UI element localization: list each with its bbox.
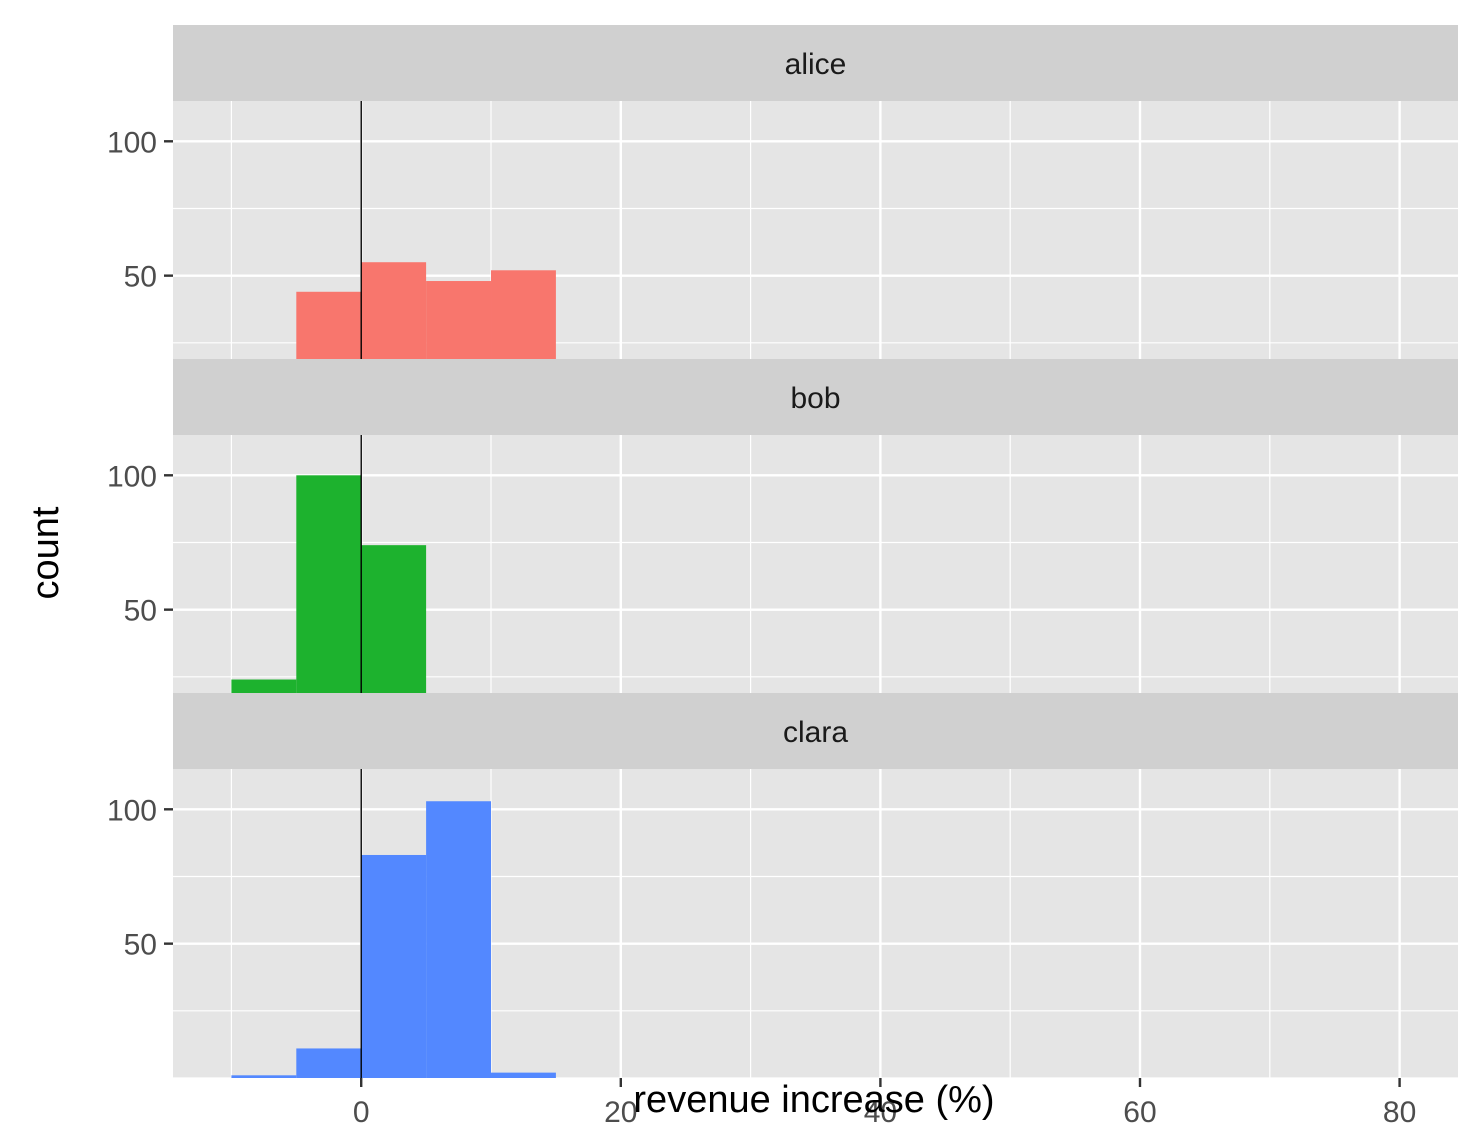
facet-panel-bob: bob 50 100 <box>107 359 1458 745</box>
y-tick-label: 50 <box>124 929 157 962</box>
y-tick-label: 50 <box>124 595 157 628</box>
facet-strip-label: alice <box>785 48 847 81</box>
histogram-bar <box>491 1072 556 1078</box>
histogram-bar <box>426 801 492 1078</box>
x-tick-label: 0 <box>353 1096 370 1129</box>
x-axis-title: revenue increase (%) <box>633 1079 994 1121</box>
x-axis: 0 20 40 60 80 <box>353 1078 1416 1129</box>
facet-panel-alice: alice 50 100 <box>107 25 1458 411</box>
y-tick-label: 100 <box>107 794 157 827</box>
facet-strip-label: bob <box>790 382 840 415</box>
facet-strip <box>173 693 1458 769</box>
x-tick-label: 80 <box>1383 1096 1416 1129</box>
facet-panel-clara: clara 50 100 <box>107 693 1458 1079</box>
facet-strip <box>173 359 1458 435</box>
x-tick-label: 20 <box>604 1096 637 1129</box>
histogram-bar <box>361 854 427 1078</box>
facet-strip-label: clara <box>783 716 848 749</box>
y-tick-label: 100 <box>107 126 157 159</box>
x-tick-label: 60 <box>1123 1096 1156 1129</box>
y-tick-label: 50 <box>124 261 157 294</box>
y-axis-title: count <box>25 506 67 599</box>
facet-panels: alice 50 100 bob 50 100 clara 50 100 <box>107 25 1458 1079</box>
facet-strip <box>173 25 1458 101</box>
histogram-bar <box>231 1075 297 1078</box>
x-tick-label: 40 <box>864 1096 897 1129</box>
histogram-bar <box>296 1048 362 1078</box>
y-tick-label: 100 <box>107 460 157 493</box>
